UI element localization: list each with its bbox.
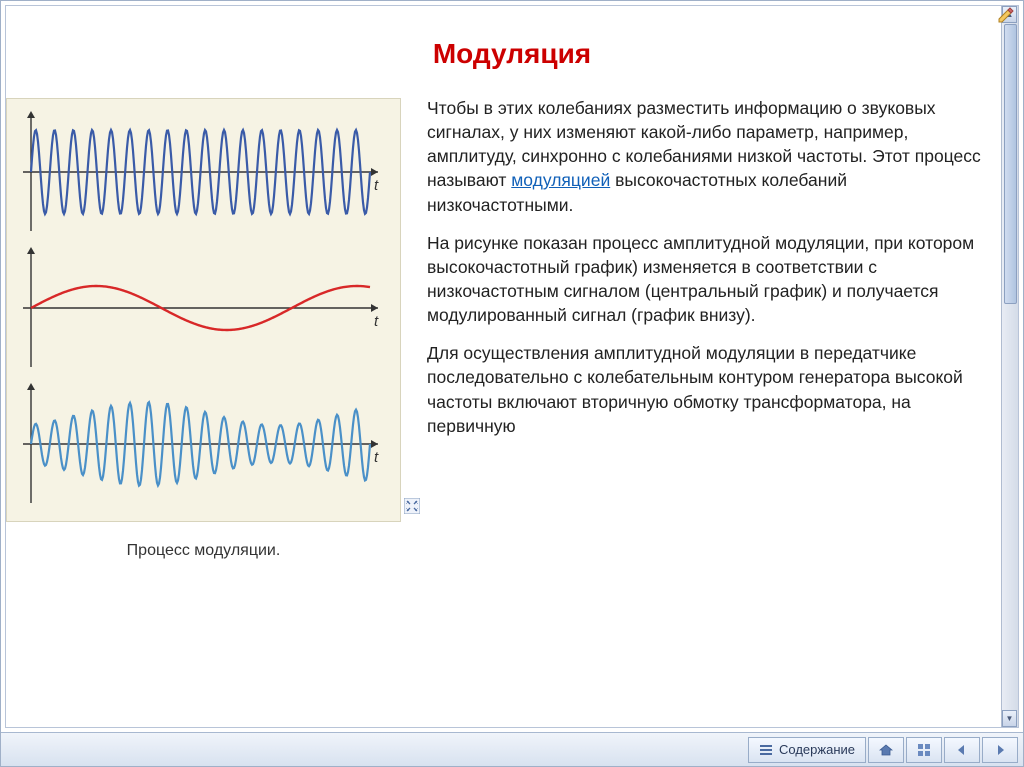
- content-pane: Модуляция t t t: [5, 5, 1019, 728]
- vertical-scrollbar[interactable]: ▲ ▼: [1001, 6, 1018, 727]
- modulated-signal-chart: t: [17, 379, 392, 509]
- expand-icon[interactable]: [404, 498, 420, 519]
- grid-icon: [917, 743, 931, 757]
- svg-text:t: t: [374, 449, 379, 466]
- grid-button[interactable]: [906, 737, 942, 763]
- scroll-down-icon[interactable]: ▼: [1002, 710, 1017, 727]
- contents-button[interactable]: Содержание: [748, 737, 866, 763]
- page-title: Модуляция: [6, 6, 1018, 90]
- carrier-signal-chart: t: [17, 107, 392, 237]
- forward-button[interactable]: [982, 737, 1018, 763]
- text-column: Чтобы в этих колебаниях разместить инфор…: [411, 90, 994, 568]
- arrow-left-icon: [955, 743, 969, 757]
- modulation-figure: t t t: [6, 98, 401, 522]
- svg-text:t: t: [374, 313, 379, 330]
- scroll-thumb[interactable]: [1004, 24, 1017, 304]
- contents-label: Содержание: [779, 742, 855, 757]
- arrow-right-icon: [993, 743, 1007, 757]
- home-button[interactable]: [868, 737, 904, 763]
- back-button[interactable]: [944, 737, 980, 763]
- edit-icon[interactable]: [997, 6, 1015, 24]
- modulation-link[interactable]: модуляцией: [511, 170, 610, 190]
- home-icon: [879, 743, 893, 757]
- figure-column: t t t Процесс модуляции.: [6, 90, 411, 568]
- svg-text:t: t: [374, 177, 379, 194]
- figure-caption: Процесс модуляции.: [6, 522, 401, 568]
- paragraph-3: Для осуществления амплитудной модуляции …: [427, 341, 994, 438]
- message-signal-chart: t: [17, 243, 392, 373]
- paragraph-2: На рисунке показан процесс амплитудной м…: [427, 231, 994, 328]
- status-bar: Содержание: [1, 732, 1023, 766]
- paragraph-1: Чтобы в этих колебаниях разместить инфор…: [427, 96, 994, 217]
